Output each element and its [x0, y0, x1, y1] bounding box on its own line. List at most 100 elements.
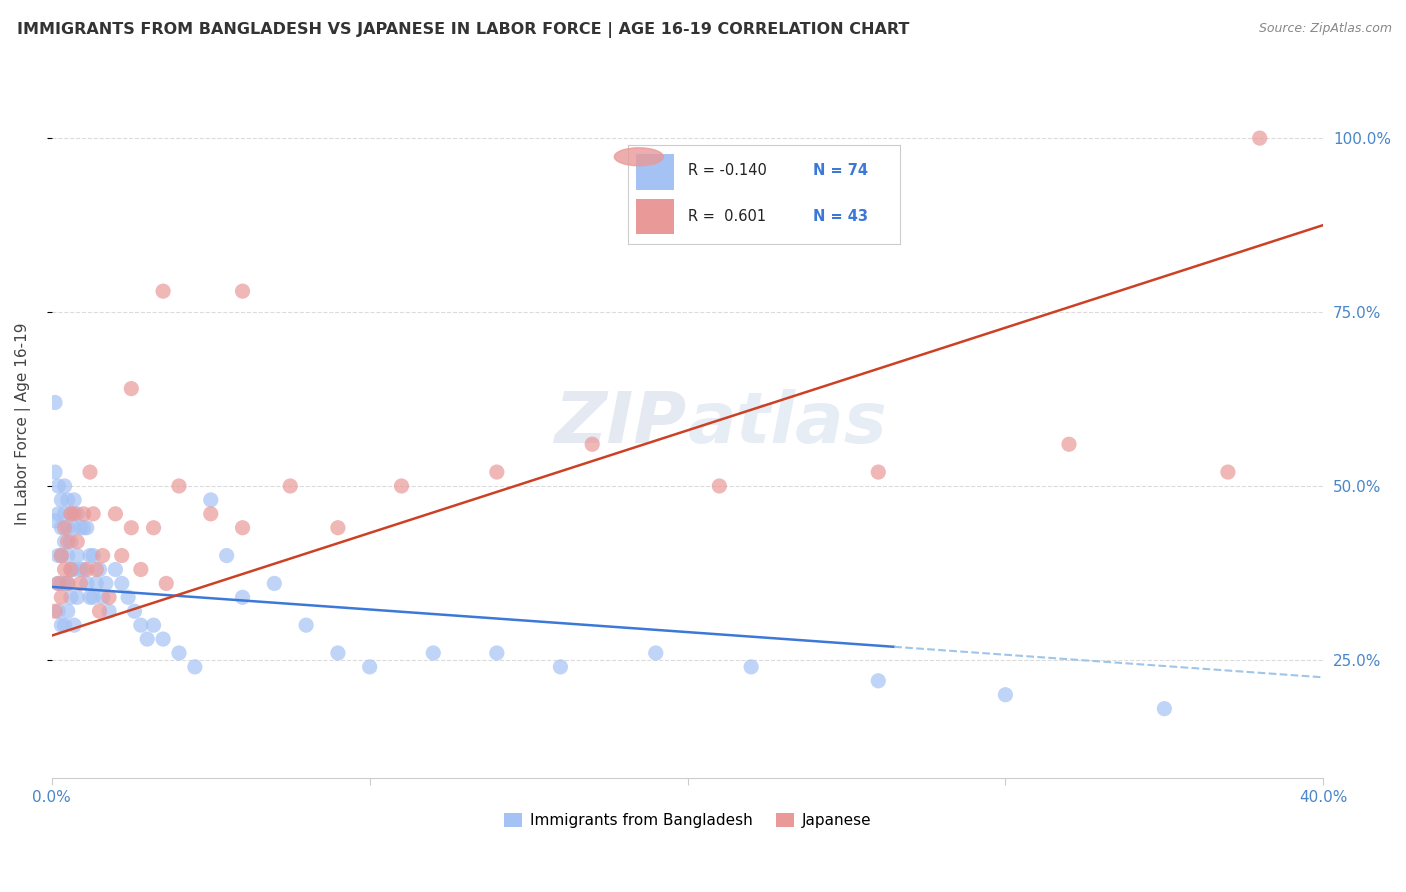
Point — [994, 688, 1017, 702]
Point — [76, 576, 98, 591]
Point — [263, 576, 285, 591]
Point — [232, 521, 254, 535]
Point — [868, 465, 890, 479]
Point — [167, 646, 190, 660]
Point — [644, 646, 666, 660]
Point — [740, 660, 762, 674]
Point — [79, 465, 101, 479]
Point — [66, 549, 89, 563]
Point — [98, 591, 121, 605]
Point — [152, 284, 174, 298]
Point — [69, 562, 91, 576]
Point — [1216, 465, 1239, 479]
Point — [1153, 701, 1175, 715]
Point — [51, 549, 73, 563]
Point — [63, 562, 86, 576]
Point — [53, 534, 76, 549]
Bar — [636, 153, 675, 190]
Point — [167, 479, 190, 493]
Point — [82, 549, 104, 563]
Point — [66, 534, 89, 549]
Point — [51, 576, 73, 591]
Point — [485, 465, 508, 479]
Point — [56, 521, 79, 535]
Point — [1249, 131, 1271, 145]
Point — [117, 591, 139, 605]
Point — [485, 646, 508, 660]
Point — [120, 521, 142, 535]
Point — [56, 576, 79, 591]
Point — [72, 562, 94, 576]
Point — [56, 576, 79, 591]
Point — [69, 576, 91, 591]
Point — [326, 646, 349, 660]
Point — [709, 479, 731, 493]
Point — [46, 549, 69, 563]
Point — [51, 591, 73, 605]
Point — [82, 591, 104, 605]
Point — [44, 465, 66, 479]
Text: IMMIGRANTS FROM BANGLADESH VS JAPANESE IN LABOR FORCE | AGE 16-19 CORRELATION CH: IMMIGRANTS FROM BANGLADESH VS JAPANESE I… — [17, 22, 910, 38]
Point — [91, 591, 114, 605]
Point — [76, 562, 98, 576]
Point — [46, 576, 69, 591]
Point — [104, 562, 127, 576]
Point — [581, 437, 603, 451]
Text: R = -0.140: R = -0.140 — [688, 162, 766, 178]
Point — [53, 576, 76, 591]
Text: N = 74: N = 74 — [813, 162, 868, 178]
Point — [76, 521, 98, 535]
Point — [232, 284, 254, 298]
Point — [56, 549, 79, 563]
Point — [104, 507, 127, 521]
Legend: Immigrants from Bangladesh, Japanese: Immigrants from Bangladesh, Japanese — [498, 807, 877, 834]
Point — [111, 576, 134, 591]
Point — [215, 549, 238, 563]
Point — [63, 618, 86, 632]
Point — [53, 618, 76, 632]
Point — [142, 521, 165, 535]
Y-axis label: In Labor Force | Age 16-19: In Labor Force | Age 16-19 — [15, 322, 31, 524]
Point — [326, 521, 349, 535]
Point — [232, 591, 254, 605]
Point — [79, 591, 101, 605]
Point — [82, 507, 104, 521]
Point — [98, 604, 121, 618]
Point — [152, 632, 174, 646]
Point — [200, 492, 222, 507]
Point — [59, 507, 82, 521]
Point — [53, 479, 76, 493]
Point — [359, 660, 381, 674]
Point — [53, 562, 76, 576]
Point — [51, 492, 73, 507]
Point — [46, 507, 69, 521]
Point — [295, 618, 318, 632]
Point — [46, 479, 69, 493]
Point — [59, 591, 82, 605]
Point — [51, 549, 73, 563]
Point — [44, 514, 66, 528]
Circle shape — [614, 148, 664, 166]
Point — [53, 521, 76, 535]
Point — [53, 507, 76, 521]
Point — [66, 507, 89, 521]
Point — [91, 549, 114, 563]
Point — [94, 576, 117, 591]
Text: N = 43: N = 43 — [813, 209, 868, 224]
Point — [56, 492, 79, 507]
Text: ZIP: ZIP — [555, 389, 688, 458]
Point — [129, 618, 152, 632]
Point — [79, 549, 101, 563]
Point — [44, 395, 66, 409]
Point — [89, 562, 111, 576]
Point — [63, 492, 86, 507]
Point — [59, 562, 82, 576]
Point — [155, 576, 177, 591]
Point — [278, 479, 301, 493]
Point — [550, 660, 572, 674]
Point — [59, 507, 82, 521]
Point — [46, 576, 69, 591]
Point — [89, 604, 111, 618]
Text: Source: ZipAtlas.com: Source: ZipAtlas.com — [1258, 22, 1392, 36]
Point — [422, 646, 444, 660]
